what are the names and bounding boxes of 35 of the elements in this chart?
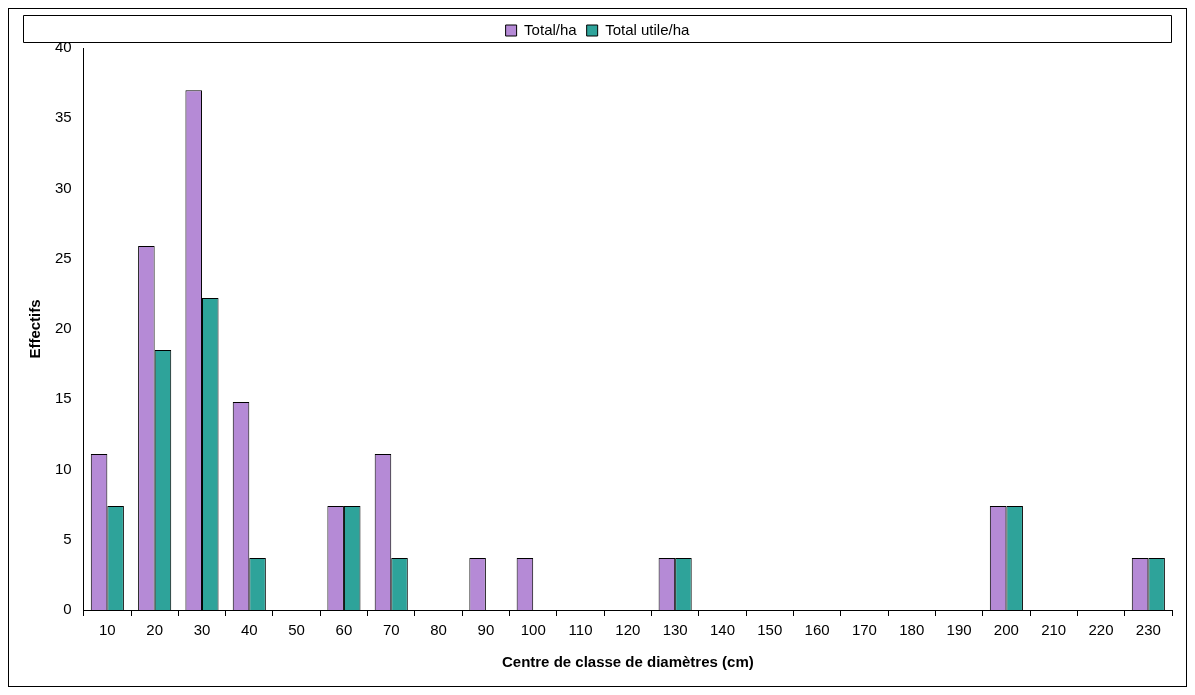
x-tick-label: 180 xyxy=(899,621,925,639)
x-tick-label: 170 xyxy=(851,621,877,639)
x-tick-label: 230 xyxy=(1135,621,1161,639)
y-tick-label: 0 xyxy=(63,600,72,618)
x-tick-label: 70 xyxy=(382,621,400,639)
x-tick-label: 80 xyxy=(430,621,447,639)
x-tick-label: 190 xyxy=(946,621,972,639)
x-tick-label: 90 xyxy=(477,621,495,639)
x-tick-label: 220 xyxy=(1088,621,1114,639)
x-tick-label: 100 xyxy=(520,621,546,639)
x-tick-label: 10 xyxy=(99,621,116,639)
x-tick-label: 160 xyxy=(804,621,830,639)
y-tick-label: 30 xyxy=(55,178,72,196)
legend-label: Total utile/ha xyxy=(605,20,691,38)
y-axis-title: Effectifs xyxy=(26,299,44,359)
x-tick-label: 40 xyxy=(240,621,258,639)
y-tick-label: 15 xyxy=(55,389,72,407)
x-tick-label: 30 xyxy=(193,621,211,639)
y-tick-label: 35 xyxy=(55,108,72,126)
y-tick-label: 20 xyxy=(55,319,72,337)
y-tick-label: 5 xyxy=(63,529,72,547)
x-tick-label: 210 xyxy=(1041,621,1067,639)
x-tick-label: 120 xyxy=(615,621,641,639)
x-tick-label: 60 xyxy=(335,621,353,639)
x-axis-title: Centre de classe de diamètres (cm) xyxy=(501,653,754,671)
y-tick-label: 25 xyxy=(55,248,72,266)
x-tick-label: 110 xyxy=(568,621,593,639)
x-tick-label: 130 xyxy=(662,621,688,639)
x-tick-label: 150 xyxy=(757,621,783,639)
legend-label: Total/ha xyxy=(524,20,578,38)
x-tick-label: 140 xyxy=(709,621,735,639)
x-tick-label: 50 xyxy=(288,621,305,639)
y-tick-label: 10 xyxy=(55,459,72,477)
x-tick-label: 200 xyxy=(993,621,1019,639)
x-tick-label: 20 xyxy=(146,621,164,639)
